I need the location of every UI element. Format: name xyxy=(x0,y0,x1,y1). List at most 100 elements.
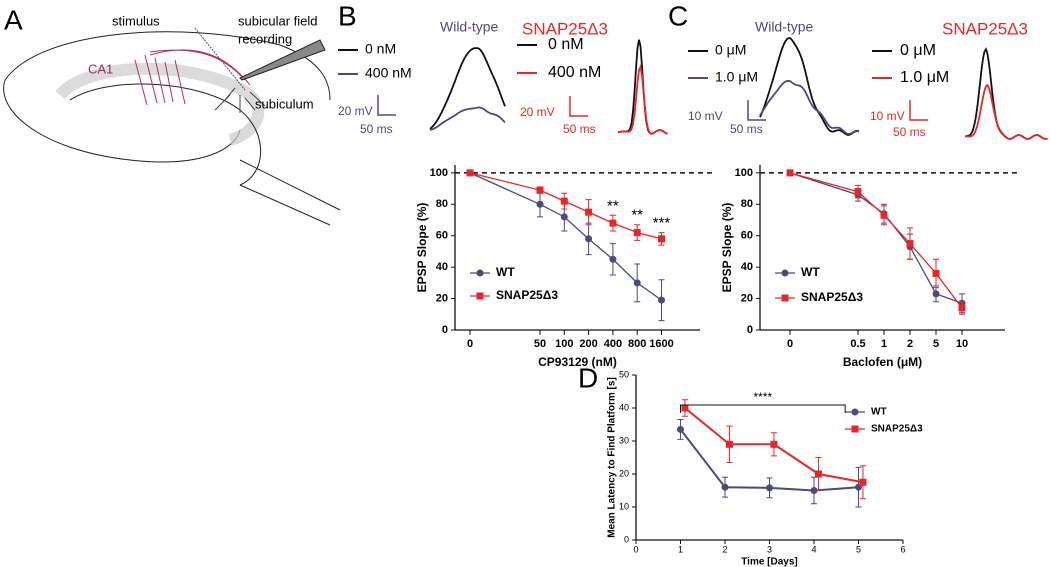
x-tick-label: 5 xyxy=(933,338,939,350)
x-tick-label: 800 xyxy=(628,338,646,350)
point xyxy=(466,169,474,177)
point xyxy=(721,483,729,491)
scale-bar xyxy=(747,100,766,121)
point xyxy=(781,294,789,302)
point xyxy=(859,478,867,486)
panel-label: A xyxy=(4,4,23,35)
point xyxy=(585,208,593,216)
y-tick-label: 80 xyxy=(741,198,753,210)
annotation: ** xyxy=(607,197,619,214)
legend-label: WT xyxy=(496,265,515,279)
schematic-label: stimulus xyxy=(112,13,160,28)
y-tick-label: 100 xyxy=(735,167,753,179)
point xyxy=(766,484,773,492)
scale-bar xyxy=(377,95,396,116)
point xyxy=(536,186,544,194)
legend-label: 1.0 μM xyxy=(900,69,949,86)
x-tick-label: 4 xyxy=(811,544,816,554)
y-tick-label: 60 xyxy=(436,230,448,242)
point xyxy=(786,169,794,177)
point xyxy=(932,269,940,277)
annotation: *** xyxy=(653,215,671,232)
scale-bar xyxy=(909,100,928,121)
point xyxy=(476,269,484,277)
series-line xyxy=(789,172,963,309)
scale-bar xyxy=(569,96,588,117)
x-tick-label: 6 xyxy=(900,544,905,554)
x-axis-label: CP93129 (nM) xyxy=(538,355,617,369)
y-tick-label: 50 xyxy=(619,369,629,379)
x-tick-label: 10 xyxy=(956,338,968,350)
trace-title: Wild-type xyxy=(440,19,499,35)
trace-title: SNAP25Δ3 xyxy=(522,19,608,38)
point xyxy=(958,304,966,312)
legend-label: 0 nM xyxy=(365,41,396,57)
scale-label: 50 ms xyxy=(730,122,763,136)
y-tick-label: 20 xyxy=(436,292,448,304)
scale-label: 50 ms xyxy=(360,122,393,136)
x-axis-label: Baclofen (μM) xyxy=(843,355,922,369)
scale-label: 10 mV xyxy=(688,109,723,123)
legend-label: 0 nM xyxy=(548,36,584,53)
x-tick-label: 3 xyxy=(767,544,772,554)
y-tick-label: 40 xyxy=(436,261,448,273)
point xyxy=(781,269,789,277)
point xyxy=(932,290,940,298)
y-tick-label: 100 xyxy=(430,167,448,179)
trace xyxy=(617,63,668,135)
legend-label: WT xyxy=(801,265,820,279)
legend-label: 400 nM xyxy=(365,65,412,81)
schematic-label: CA1 xyxy=(88,61,113,76)
trace-title: Wild-type xyxy=(755,19,814,35)
panel-label: C xyxy=(668,0,688,31)
y-tick-label: 0 xyxy=(747,324,753,336)
x-tick-label: 0.5 xyxy=(850,338,865,350)
legend-label: 400 nM xyxy=(548,64,601,81)
x-axis-label: Time [Days] xyxy=(741,557,798,567)
trace xyxy=(965,83,1048,140)
point xyxy=(476,292,484,300)
y-axis-label: EPSP Slope (%) xyxy=(415,203,429,293)
trace xyxy=(429,47,506,130)
point xyxy=(770,440,778,448)
point xyxy=(609,219,617,227)
y-axis-label: EPSP Slope (%) xyxy=(720,203,734,293)
trace-title: SNAP25Δ3 xyxy=(942,19,1028,38)
trace xyxy=(429,106,506,132)
annotation: ** xyxy=(631,207,643,224)
point xyxy=(536,200,544,208)
point xyxy=(906,240,914,248)
scale-label: 20 mV xyxy=(520,105,555,119)
x-tick-label: 400 xyxy=(604,338,622,350)
schematic-label: subicular field xyxy=(238,13,318,28)
y-tick-label: 20 xyxy=(619,468,629,478)
x-tick-label: 200 xyxy=(579,338,597,350)
point xyxy=(560,197,568,205)
x-tick-label: 50 xyxy=(534,338,546,350)
legend-label: 0 μM xyxy=(715,42,746,58)
legend-label: SNAP25Δ3 xyxy=(496,288,558,302)
y-tick-label: 0 xyxy=(624,534,629,544)
trace xyxy=(759,79,860,135)
scale-label: 20 mV xyxy=(338,104,373,118)
point xyxy=(658,296,665,304)
y-axis-label: Mean Latency to Find Platform [s] xyxy=(607,377,618,538)
series-line xyxy=(469,172,662,301)
scale-label: 50 ms xyxy=(893,125,926,139)
schematic-label: recording xyxy=(238,31,292,46)
scale-label: 50 ms xyxy=(563,122,596,136)
y-tick-label: 10 xyxy=(619,501,629,511)
x-tick-label: 0 xyxy=(467,338,473,350)
y-tick-label: 80 xyxy=(436,198,448,210)
point xyxy=(681,404,689,412)
y-tick-label: 40 xyxy=(741,261,753,273)
y-tick-label: 60 xyxy=(741,230,753,242)
x-tick-label: 100 xyxy=(555,338,573,350)
point xyxy=(851,408,859,416)
legend-label: 1.0 μM xyxy=(715,69,758,85)
panel-label: B xyxy=(338,0,357,31)
point xyxy=(633,279,641,287)
point xyxy=(851,425,859,433)
point xyxy=(658,235,665,243)
